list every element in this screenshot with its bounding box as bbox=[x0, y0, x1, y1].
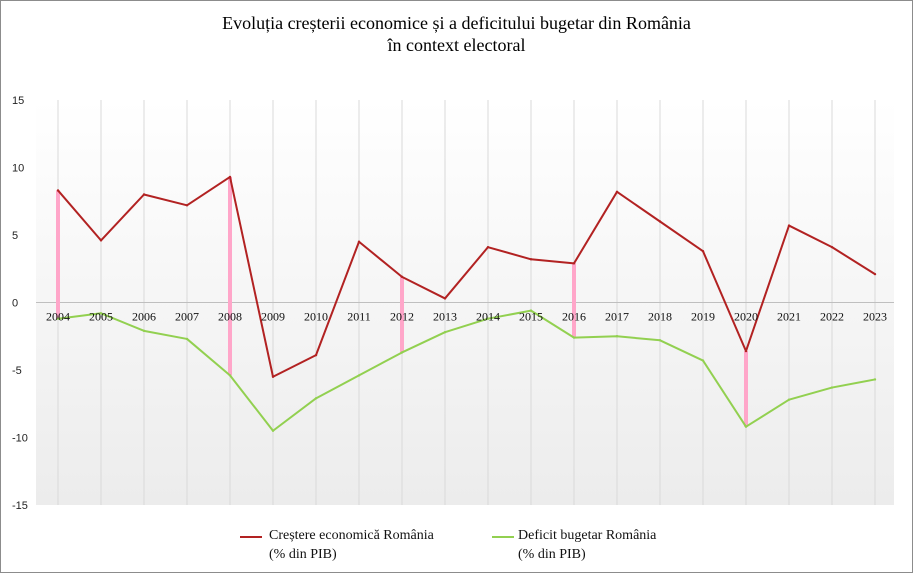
x-tick-label-2021: 2021 bbox=[777, 310, 801, 324]
data-point-s2-2018 bbox=[658, 339, 662, 342]
x-tick-label-2017: 2017 bbox=[605, 310, 629, 324]
y-tick-label: -15 bbox=[12, 500, 28, 512]
highlight-bar-2020 bbox=[744, 351, 748, 427]
series-lines bbox=[56, 175, 877, 432]
y-tick-label: 5 bbox=[12, 230, 18, 242]
data-point-s1-2009 bbox=[271, 375, 275, 378]
data-point-s1-2004 bbox=[56, 189, 60, 192]
highlight-bar-2012 bbox=[400, 276, 404, 353]
x-tick-label-2007: 2007 bbox=[175, 310, 199, 324]
x-tick-label-2023: 2023 bbox=[863, 310, 887, 324]
x-tick-label-2011: 2011 bbox=[347, 310, 371, 324]
y-tick-label: 0 bbox=[12, 298, 18, 310]
x-tick-label-2013: 2013 bbox=[433, 310, 457, 324]
series-line-2 bbox=[57, 309, 876, 432]
legend: Creștere economică România (% din PIB) Def… bbox=[240, 528, 657, 562]
data-point-s2-2019 bbox=[701, 359, 705, 362]
x-tick-label-2009: 2009 bbox=[261, 310, 285, 324]
data-point-s2-2004 bbox=[56, 317, 60, 320]
data-point-s1-2010 bbox=[314, 353, 318, 357]
x-tick-label-2020: 2020 bbox=[734, 310, 758, 324]
legend-unit-2: (% din PIB) bbox=[518, 547, 586, 562]
x-tick-label-2012: 2012 bbox=[390, 310, 414, 324]
x-axis-ticks: 2004 2005 2006 2007 2008 2009 2010 2011 2012 2013… bbox=[46, 310, 887, 324]
chart-title-line1: Evoluția creșterii economice și a defici… bbox=[222, 13, 691, 33]
x-tick-label-2010: 2010 bbox=[304, 310, 328, 324]
election-highlights bbox=[56, 176, 748, 427]
x-tick-label-2005: 2005 bbox=[89, 310, 113, 324]
highlight-bar-2004 bbox=[56, 190, 60, 319]
legend-label-2: Deficit bugetar România bbox=[518, 528, 657, 543]
data-point-s2-2022 bbox=[830, 386, 834, 389]
data-point-s2-2020 bbox=[744, 425, 748, 428]
data-point-s2-2013 bbox=[443, 331, 447, 334]
data-point-s1-2021 bbox=[787, 224, 791, 227]
data-point-s1-2013 bbox=[443, 297, 447, 300]
data-point-s1-2022 bbox=[830, 245, 834, 249]
data-point-s1-2023 bbox=[873, 272, 877, 276]
data-point-s2-2023 bbox=[873, 378, 877, 381]
x-tick-label-2006: 2006 bbox=[132, 310, 156, 324]
data-point-s1-2014 bbox=[486, 245, 490, 249]
x-tick-label-2022: 2022 bbox=[820, 310, 844, 324]
data-point-s1-2007 bbox=[185, 204, 189, 207]
y-tick-label: -10 bbox=[12, 433, 28, 445]
data-point-s2-2014 bbox=[486, 317, 490, 320]
data-point-s2-2008 bbox=[228, 374, 232, 377]
data-point-s2-2012 bbox=[400, 351, 404, 354]
x-tick-label-2008: 2008 bbox=[218, 310, 242, 324]
data-point-s1-2005 bbox=[99, 239, 103, 242]
x-tick-label-2004: 2004 bbox=[46, 310, 70, 324]
data-point-s1-2016 bbox=[572, 262, 576, 265]
data-point-s2-2021 bbox=[787, 398, 791, 401]
data-point-s2-2016 bbox=[572, 336, 576, 339]
data-point-s1-2006 bbox=[142, 193, 146, 196]
chart-title-line2: în context electoral bbox=[387, 35, 526, 55]
data-point-s2-2010 bbox=[314, 397, 318, 400]
chart-title: Evoluția creșterii economice și a defici… bbox=[0, 12, 913, 56]
data-point-s1-2011 bbox=[357, 240, 361, 243]
x-tick-label-2019: 2019 bbox=[691, 310, 715, 324]
y-tick-label: 15 bbox=[12, 95, 24, 107]
data-point-s1-2018 bbox=[658, 220, 662, 223]
y-tick-label: 10 bbox=[12, 163, 24, 175]
x-tick-label-2014: 2014 bbox=[476, 310, 500, 324]
x-tick-label-2018: 2018 bbox=[648, 310, 672, 324]
data-point-s2-2006 bbox=[142, 329, 146, 333]
legend-label-1: Creștere economică România bbox=[269, 528, 435, 543]
data-point-s2-2007 bbox=[185, 337, 189, 341]
highlight-bar-2008 bbox=[228, 176, 232, 376]
data-point-s1-2020 bbox=[744, 349, 748, 353]
data-point-s1-2008 bbox=[228, 175, 232, 179]
legend-unit-1: (% din PIB) bbox=[269, 547, 337, 562]
y-tick-label: -5 bbox=[12, 365, 22, 377]
y-axis-ticks: 15 10 5 0 -5 -10 -15 bbox=[12, 95, 28, 512]
data-point-s1-2017 bbox=[615, 190, 619, 193]
series-line-1 bbox=[57, 175, 876, 378]
data-point-s2-2015 bbox=[529, 309, 533, 312]
data-point-s2-2011 bbox=[357, 374, 361, 377]
data-point-s1-2015 bbox=[529, 258, 533, 261]
data-point-s1-2012 bbox=[400, 275, 404, 279]
x-tick-label-2016: 2016 bbox=[562, 310, 586, 324]
data-point-s2-2017 bbox=[615, 335, 619, 338]
data-point-s1-2019 bbox=[701, 250, 705, 253]
x-tick-label-2015: 2015 bbox=[519, 310, 543, 324]
data-point-s2-2009 bbox=[271, 429, 275, 432]
data-point-s2-2005 bbox=[99, 312, 103, 315]
highlight-bar-2016 bbox=[572, 263, 576, 338]
